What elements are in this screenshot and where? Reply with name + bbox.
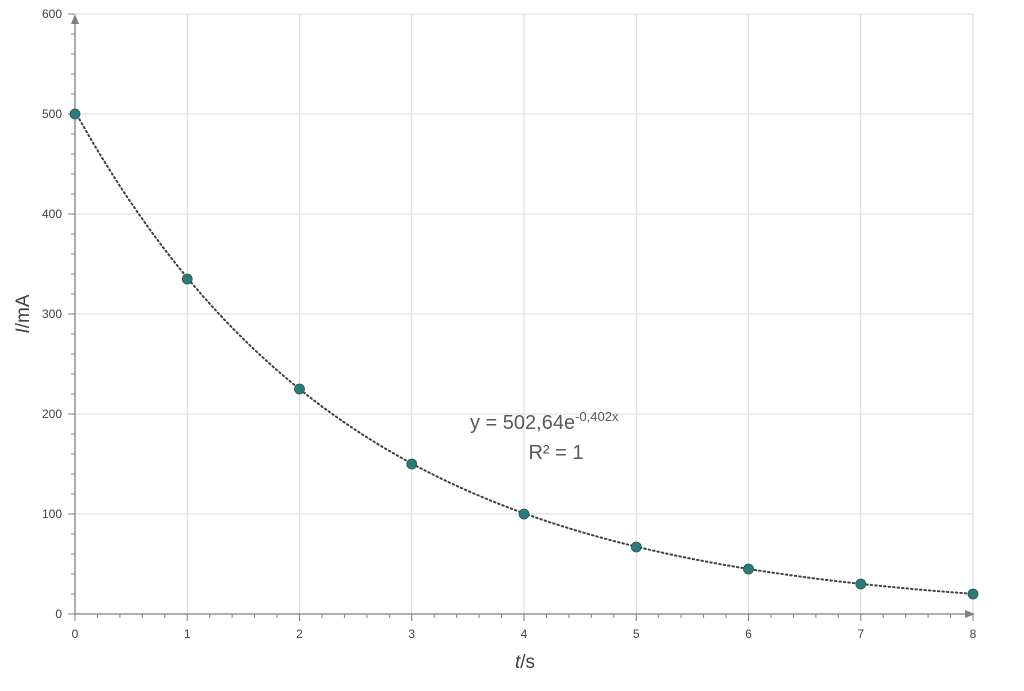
data-point — [294, 383, 305, 395]
y-axis-title: I/mA — [13, 294, 34, 333]
data-point — [406, 458, 418, 470]
y-tick-label: 0 — [55, 607, 62, 621]
x-tick-label: 8 — [970, 627, 977, 641]
grid — [75, 13, 974, 614]
ticks: 0 1 2 3 4 5 6 7 8 0 100 200 300 400 500 600 — [42, 7, 977, 641]
x-tick-label: 5 — [633, 627, 640, 641]
data-point — [743, 563, 754, 575]
trendline-r-squared: R² = 1 — [528, 442, 583, 464]
y-tick-label: 300 — [42, 307, 62, 321]
y-axis-arrow — [71, 14, 79, 24]
y-tick-label: 400 — [42, 207, 62, 221]
y-tick-label: 100 — [42, 507, 62, 521]
y-tick-label: 200 — [42, 407, 62, 421]
x-axis-title: t/s — [515, 652, 535, 673]
x-tick-label: 1 — [184, 627, 191, 641]
data-points — [69, 108, 979, 600]
y-tick-label: 600 — [42, 7, 62, 21]
data-point — [967, 588, 979, 600]
axes — [71, 14, 975, 618]
x-axis-arrow — [965, 610, 975, 618]
data-point — [855, 578, 867, 590]
x-tick-label: 3 — [408, 627, 415, 641]
data-point — [630, 541, 642, 553]
trendline-equation: y = 502,64e-0,402x — [470, 409, 619, 434]
y-tick-label: 500 — [42, 107, 62, 121]
x-tick-label: 6 — [745, 627, 752, 641]
x-tick-label: 7 — [857, 627, 864, 641]
data-point — [69, 108, 81, 120]
x-tick-label: 4 — [521, 627, 528, 641]
x-tick-label: 0 — [72, 627, 79, 641]
data-point — [518, 508, 530, 520]
x-tick-label: 2 — [296, 627, 303, 641]
data-point — [181, 273, 193, 285]
